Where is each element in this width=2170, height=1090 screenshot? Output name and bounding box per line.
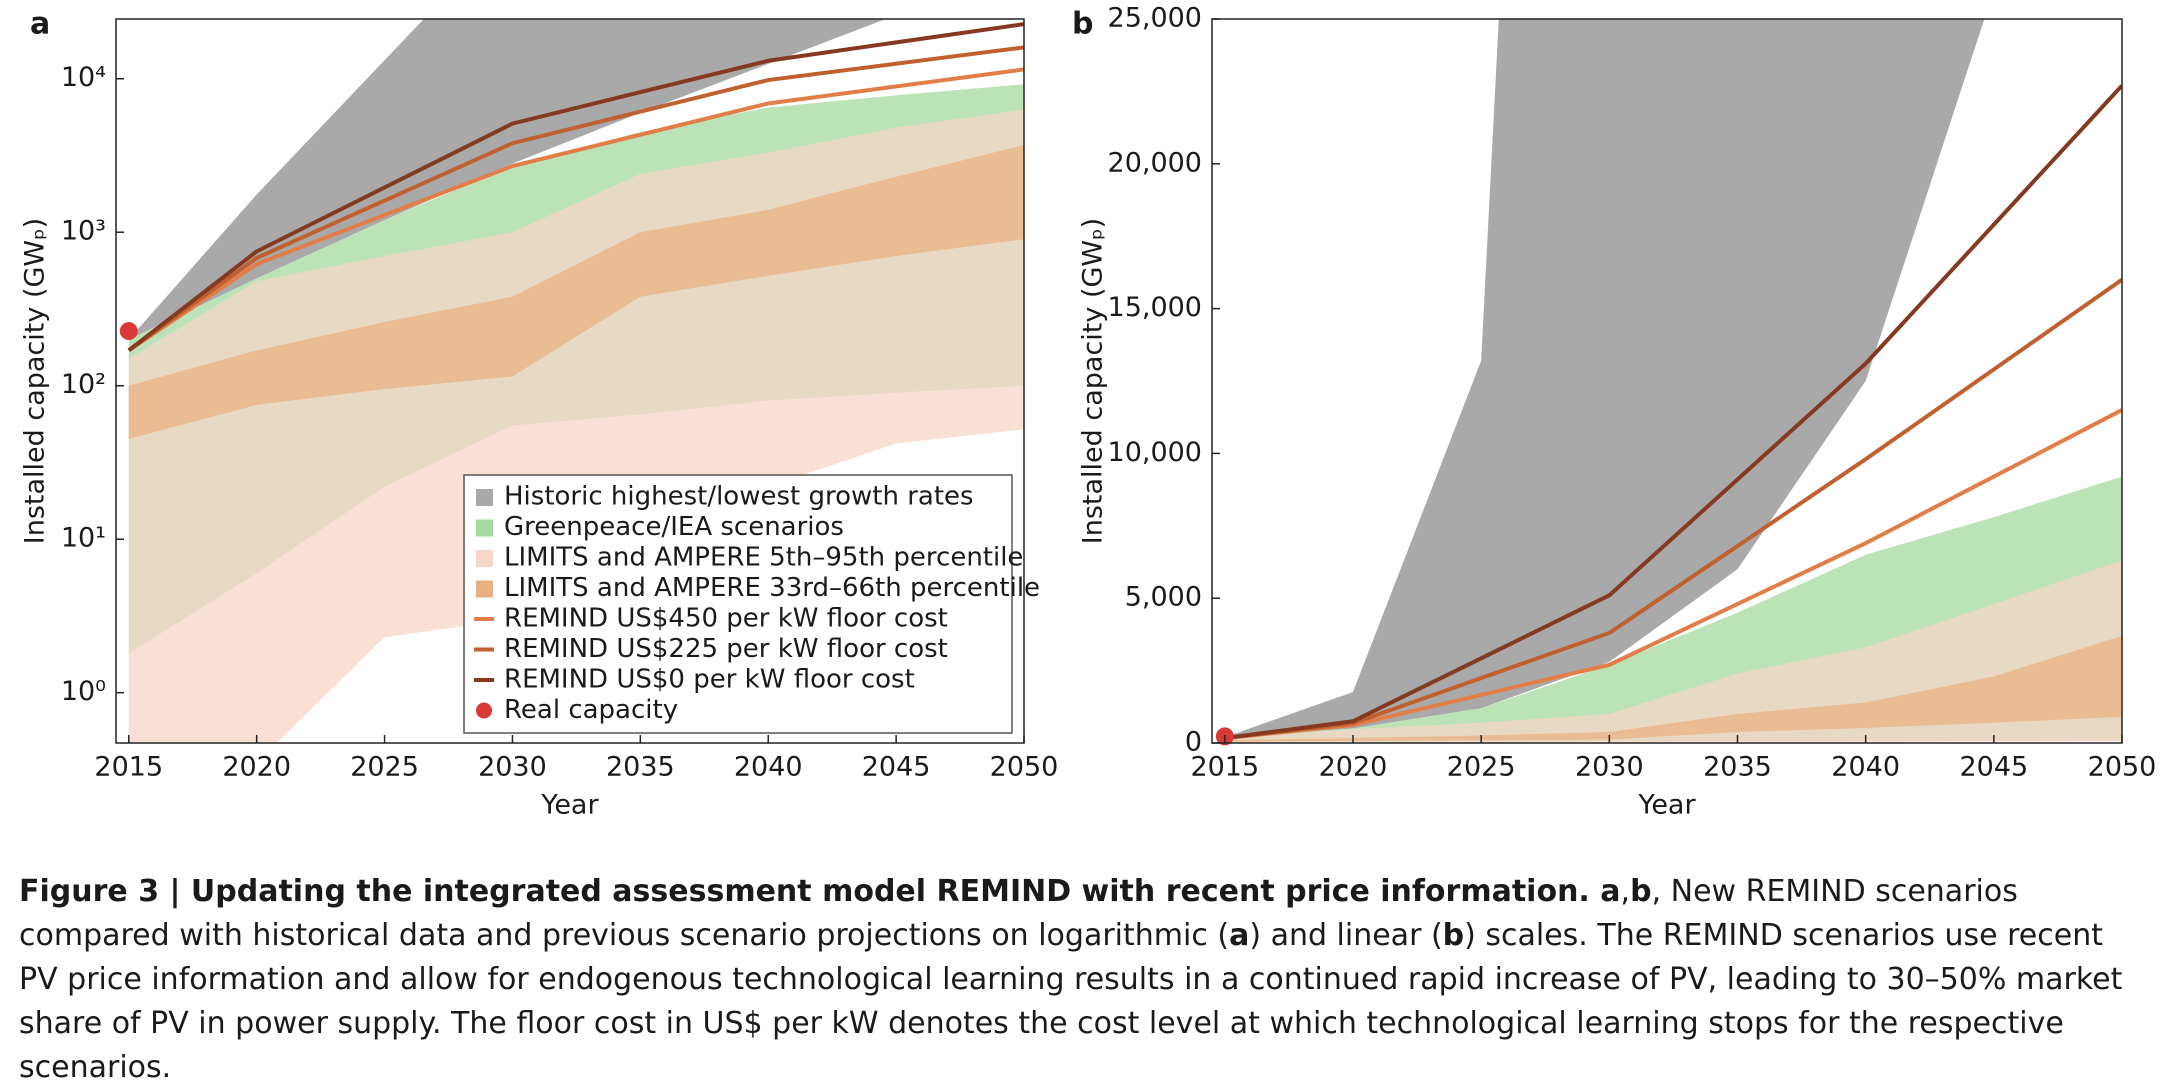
caption-text: b xyxy=(1630,874,1652,909)
legend-swatch xyxy=(476,519,493,537)
y-tick-label: 0 xyxy=(1185,727,1202,758)
y-axis-label: Installed capacity (GWₚ) xyxy=(1078,218,1109,544)
page: {"chart_data": [ {"type": "area", "panel… xyxy=(19,2,2157,1085)
frame xyxy=(115,18,1025,744)
panel-label: b xyxy=(1072,7,1093,42)
x-tick-label: 2025 xyxy=(350,752,419,783)
panel-label: a xyxy=(30,7,50,42)
x-tick-label: 2020 xyxy=(222,752,291,783)
figure: 2015 2020 2025 2030 2035 2040 2045 2050 10⁰ 10¹ 10… xyxy=(20,3,2157,821)
legend-label: LIMITS and AMPERE 5th–95th percentile xyxy=(504,543,1023,573)
panel: 2015 2020 2025 2030 2035 2040 2045 2050 10⁰ 10¹ 10… xyxy=(20,7,1059,821)
panel: 2015 2020 2025 2030 2035 2040 2045 2050 0 5,000 10… xyxy=(1072,3,2157,821)
y-tick-label: 10,000 xyxy=(1108,437,1202,468)
y-tick-label: 5,000 xyxy=(1125,582,1202,613)
caption-text: a xyxy=(1229,918,1250,953)
x-tick-label: 2025 xyxy=(1447,752,1516,783)
legend-swatch xyxy=(476,489,493,506)
x-tick-label: 2050 xyxy=(990,752,1059,783)
x-tick-label: 2040 xyxy=(1831,752,1900,783)
band xyxy=(1224,635,2122,742)
x-tick-label: 2045 xyxy=(1959,752,2028,783)
x-tick-label: 2045 xyxy=(862,752,931,783)
legend-swatch xyxy=(476,580,493,598)
y-tick-label: 10² xyxy=(61,369,106,400)
x-tick-label: 2040 xyxy=(734,752,803,783)
y-tick-label: 10¹ xyxy=(61,523,106,554)
y-tick-label: 10⁰ xyxy=(61,676,106,707)
x-tick-label: 2030 xyxy=(1575,752,1644,783)
x-tick-label: 2020 xyxy=(1319,752,1388,783)
caption-text: b xyxy=(1442,918,1465,953)
line xyxy=(127,45,1024,352)
legend: Historic highest/lowest growth ratesGree… xyxy=(463,474,1040,734)
legend-label: REMIND US$225 per kW floor cost xyxy=(504,634,948,664)
legend-box xyxy=(463,474,1013,734)
x-tick-label: 2015 xyxy=(94,752,163,783)
legend-label: LIMITS and AMPERE 33rd–66th percentile xyxy=(504,573,1040,603)
caption-text: , xyxy=(1620,874,1631,909)
legend-label: REMIND US$0 per kW floor cost xyxy=(504,665,915,695)
page-body: 2015 2020 2025 2030 2035 2040 2045 2050 10⁰ 10¹ 10… xyxy=(19,2,2157,1085)
caption-text: , New REMIND scenarios compared with his… xyxy=(19,874,2018,953)
legend-swatch xyxy=(476,550,493,567)
band xyxy=(128,19,886,340)
legend-swatch xyxy=(476,702,492,719)
line xyxy=(1224,84,2122,741)
band xyxy=(1224,19,1985,738)
legend-label: Greenpeace/IEA scenarios xyxy=(504,512,844,542)
x-tick-label: 2035 xyxy=(1703,752,1772,783)
y-tick-label: 20,000 xyxy=(1108,147,1202,178)
caption-text: ) and linear ( xyxy=(1249,918,1443,953)
legend-label: Historic highest/lowest growth rates xyxy=(504,482,974,512)
plot-area xyxy=(1224,19,2122,743)
caption-text: ) scales. The REMIND scenarios use recen… xyxy=(19,918,2123,1085)
y-tick-label: 10³ xyxy=(61,216,106,247)
band xyxy=(128,145,1024,439)
y-axis-label: Installed capacity (GWₚ) xyxy=(20,218,51,544)
line xyxy=(127,67,1024,352)
caption-text: Figure 3 | Updating the integrated asses… xyxy=(19,874,1601,909)
x-tick-label: 2015 xyxy=(1190,752,1259,783)
x-tick-label: 2035 xyxy=(606,752,675,783)
line xyxy=(127,22,1024,352)
point xyxy=(119,322,138,341)
legend-label: Real capacity xyxy=(504,695,678,725)
y-tick-label: 25,000 xyxy=(1108,3,1202,34)
x-tick-label: 2030 xyxy=(478,752,547,783)
frame xyxy=(1211,18,2123,744)
legend-label: REMIND US$450 per kW floor cost xyxy=(504,604,948,634)
plot-area xyxy=(127,19,1024,743)
y-tick-label: 10⁴ xyxy=(61,62,106,93)
y-tick-label: 15,000 xyxy=(1108,292,1202,323)
x-tick-label: 2050 xyxy=(2088,752,2157,783)
x-axis-label: Year xyxy=(1637,790,1696,821)
figure-caption: Figure 3 | Updating the integrated asses… xyxy=(19,870,2129,1090)
x-axis-label: Year xyxy=(540,790,599,821)
caption-text: a xyxy=(1600,874,1621,909)
